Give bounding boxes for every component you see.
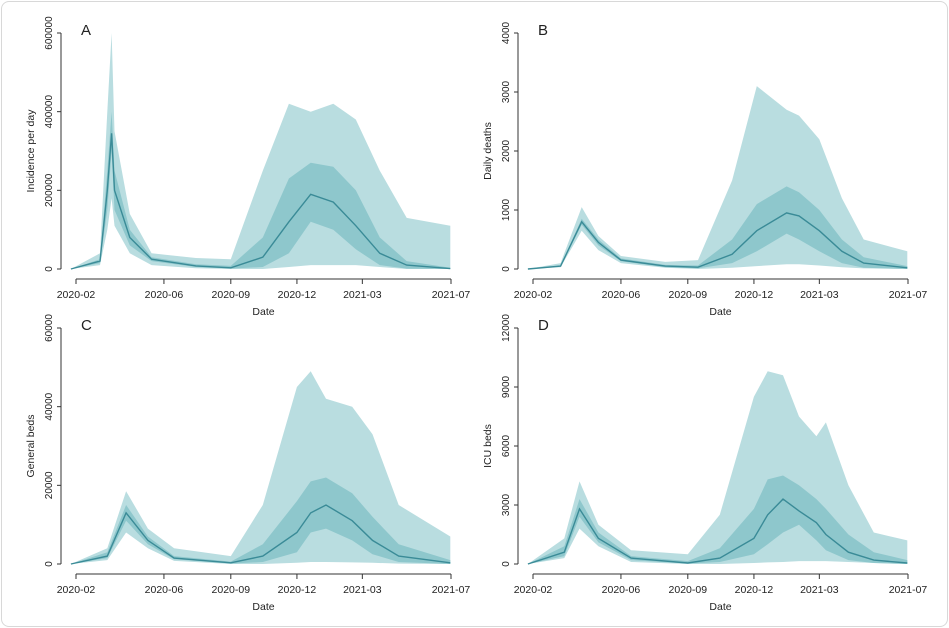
band-50-interval: [527, 475, 908, 564]
y-tick-label: 1000: [501, 198, 512, 221]
y-axis-title: General beds: [25, 414, 37, 477]
median-line: [527, 498, 908, 565]
y-tick-label: 3000: [501, 80, 512, 103]
x-tick-label: 2021-07: [432, 289, 471, 301]
x-tick-label: 2021-07: [432, 584, 471, 596]
panel-c: 0 20000 40000 60000 2020-02 2020-06 2020-09 202…: [25, 314, 470, 613]
x-tick-label: 2020-02: [57, 289, 96, 301]
x-tick-label: 2021-03: [800, 584, 839, 596]
x-axis-title: Date: [709, 306, 731, 318]
y-tick-label: 6000: [501, 434, 512, 457]
x-tick-label: 2020-06: [145, 289, 184, 301]
panel-label: A: [81, 22, 91, 39]
band-50-interval: [527, 186, 908, 269]
y-tick-label: 600000: [44, 16, 55, 50]
band-50-interval: [70, 111, 451, 269]
band-50-interval: [70, 477, 451, 564]
median-line: [70, 504, 451, 565]
panel-label: B: [538, 22, 548, 39]
y-tick-label: 200000: [44, 173, 55, 207]
x-tick-label: 2020-09: [669, 289, 708, 301]
panel-a: 0 200000 400000 600000 2020-02 2020-06 2020-09…: [25, 16, 470, 318]
y-axis-title: Daily deaths: [482, 122, 494, 180]
x-tick-label: 2020-12: [735, 584, 774, 596]
y-tick-label: 2000: [501, 139, 512, 162]
band-95-interval: [70, 371, 451, 564]
x-tick-label: 2020-09: [212, 289, 251, 301]
x-tick-label: 2021-03: [800, 289, 839, 301]
median-line: [70, 133, 451, 270]
x-tick-label: 2020-12: [278, 289, 317, 301]
x-tick-label: 2020-09: [669, 584, 708, 596]
band-95-interval: [527, 86, 908, 269]
y-tick-label: 400000: [44, 95, 55, 129]
y-tick-label: 60000: [44, 314, 55, 342]
x-tick-label: 2020-02: [514, 289, 553, 301]
x-tick-label: 2021-03: [343, 289, 382, 301]
x-tick-label: 2020-06: [145, 584, 184, 596]
panel-label: D: [538, 317, 549, 334]
panel-b: 0 1000 2000 3000 4000 2020-02 2020-06 2020-09 20…: [482, 21, 927, 318]
x-tick-label: 2020-12: [735, 289, 774, 301]
x-tick-label: 2020-06: [602, 584, 641, 596]
x-tick-label: 2021-07: [889, 584, 928, 596]
median-line: [527, 212, 908, 270]
band-95-interval: [527, 371, 908, 564]
x-tick-label: 2021-03: [343, 584, 382, 596]
x-axis-title: Date: [252, 306, 274, 318]
y-tick-label: 0: [501, 266, 512, 272]
y-axis-title: ICU beds: [482, 424, 494, 468]
y-axis-title: Incidence per day: [25, 109, 37, 193]
x-tick-label: 2021-07: [889, 289, 928, 301]
y-tick-label: 20000: [44, 471, 55, 499]
y-tick-label: 0: [44, 561, 55, 567]
x-axis-title: Date: [709, 601, 731, 613]
y-tick-label: 0: [501, 561, 512, 567]
panel-d: 0 3000 6000 9000 12000 2020-02 2020-06 2020-09 2…: [482, 314, 927, 613]
x-axis-title: Date: [252, 601, 274, 613]
x-tick-label: 2020-06: [602, 289, 641, 301]
x-tick-label: 2020-09: [212, 584, 251, 596]
y-tick-label: 9000: [501, 375, 512, 398]
panel-label: C: [81, 317, 92, 334]
y-tick-label: 40000: [44, 392, 55, 420]
x-tick-label: 2020-02: [57, 584, 96, 596]
y-tick-label: 4000: [501, 21, 512, 44]
y-tick-label: 3000: [501, 493, 512, 516]
x-tick-label: 2020-12: [278, 584, 317, 596]
x-tick-label: 2020-02: [514, 584, 553, 596]
y-tick-label: 12000: [501, 314, 512, 342]
y-tick-label: 0: [44, 266, 55, 272]
